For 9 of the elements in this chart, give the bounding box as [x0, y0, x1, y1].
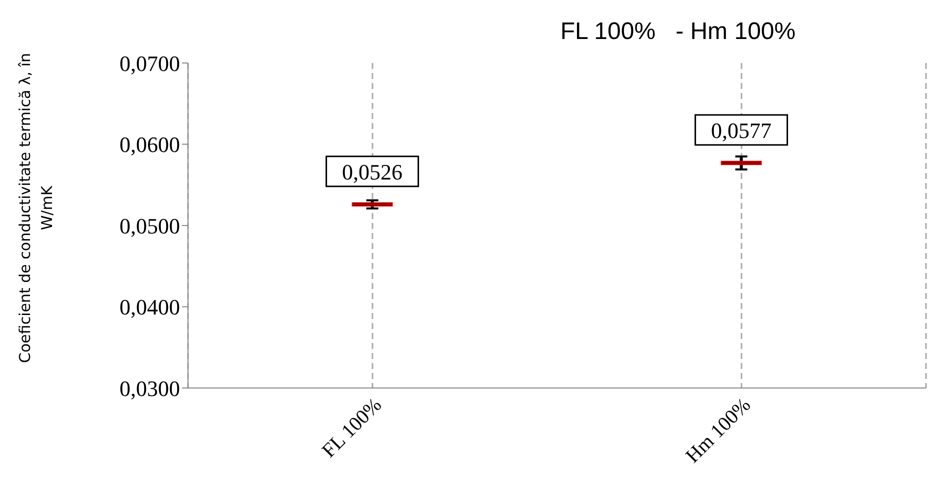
y-tick-label: 0,0700 — [120, 50, 180, 76]
y-tick-label: 0,0600 — [120, 132, 180, 158]
chart-title: FL 100% - Hm 100% — [559, 18, 797, 46]
text: 0,0577 — [711, 118, 772, 143]
y-tick-label: 0,0300 — [120, 376, 180, 401]
y-axis-title: Coeficient de conductivitate termică λ, în W/mK — [16, 53, 56, 363]
y-tick-label: 0,0500 — [120, 213, 180, 238]
y-tick-label: 0,0400 — [120, 294, 180, 320]
text: 0,0526 — [342, 159, 403, 184]
